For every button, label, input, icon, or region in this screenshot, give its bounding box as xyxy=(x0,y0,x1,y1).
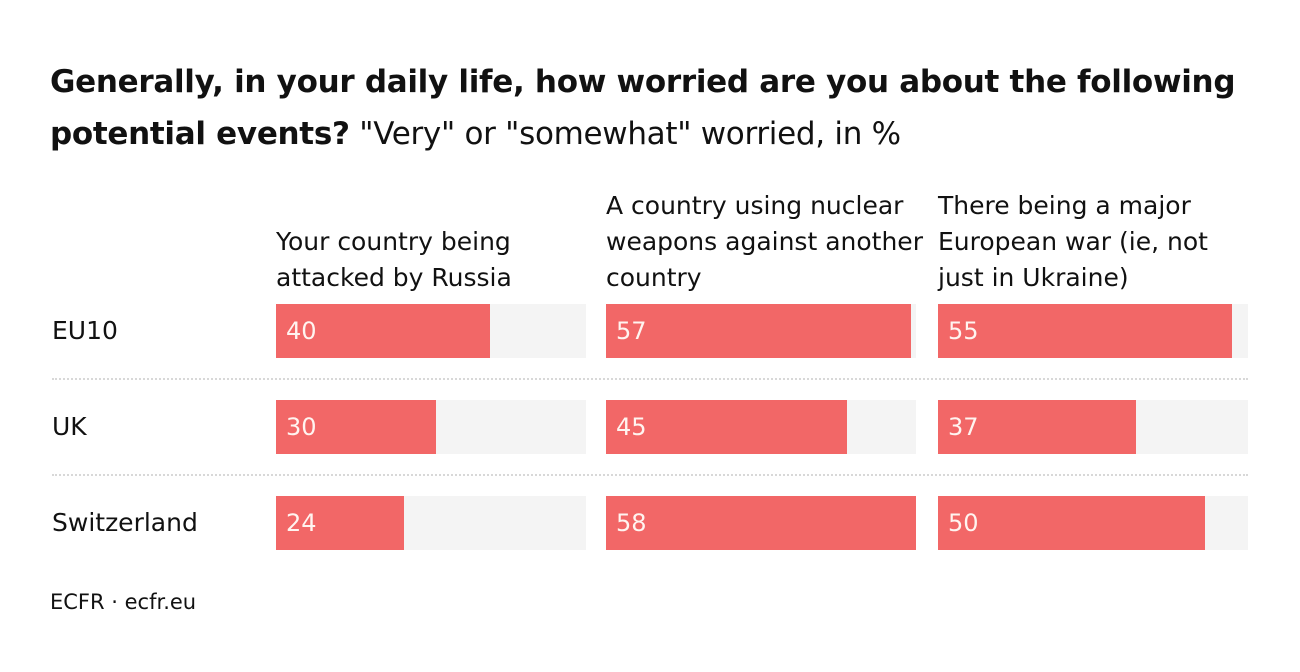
value-label: 30 xyxy=(286,413,317,441)
subtitle: "Very" or "somewhat" worried, in % xyxy=(359,116,901,152)
bar-track: 50 xyxy=(938,496,1248,550)
bar xyxy=(606,304,911,358)
bar-track: 57 xyxy=(606,304,916,358)
value-label: 50 xyxy=(948,509,979,537)
value-label: 40 xyxy=(286,317,317,345)
panel-title: A country using nuclear weapons against … xyxy=(606,191,923,292)
panel-header: A country using nuclear weapons against … xyxy=(606,176,926,296)
value-label: 37 xyxy=(948,413,979,441)
value-label: 24 xyxy=(286,509,317,537)
bar xyxy=(606,400,847,454)
value-label: 58 xyxy=(616,509,647,537)
value-label: 45 xyxy=(616,413,647,441)
row-label: Switzerland xyxy=(52,508,198,537)
value-label: 55 xyxy=(948,317,979,345)
bar xyxy=(938,400,1136,454)
row-label: UK xyxy=(52,412,87,441)
row-label: EU10 xyxy=(52,316,118,345)
panel-title: There being a major European war (ie, no… xyxy=(938,191,1208,292)
panel-header: There being a major European war (ie, no… xyxy=(938,176,1258,296)
bar xyxy=(276,496,405,550)
title: Generally, in your daily life, how worri… xyxy=(50,64,1236,152)
bar-track: 40 xyxy=(276,304,586,358)
bar xyxy=(276,400,437,454)
bar-track: 58 xyxy=(606,496,916,550)
bar xyxy=(938,496,1206,550)
bar-track: 24 xyxy=(276,496,586,550)
panel-header: Your country being attacked by Russia xyxy=(276,176,596,296)
bar xyxy=(276,304,490,358)
bar-track: 55 xyxy=(938,304,1248,358)
separator xyxy=(52,378,1248,380)
bar-track: 37 xyxy=(938,400,1248,454)
chart-title: Generally, in your daily life, how worri… xyxy=(50,56,1270,160)
bar-track: 45 xyxy=(606,400,916,454)
bar-track: 30 xyxy=(276,400,586,454)
bar xyxy=(606,496,916,550)
separator xyxy=(52,474,1248,476)
source: ECFR · ecfr.eu xyxy=(50,590,197,614)
panel-title: Your country being attacked by Russia xyxy=(276,227,512,292)
bar xyxy=(938,304,1232,358)
value-label: 57 xyxy=(616,317,647,345)
